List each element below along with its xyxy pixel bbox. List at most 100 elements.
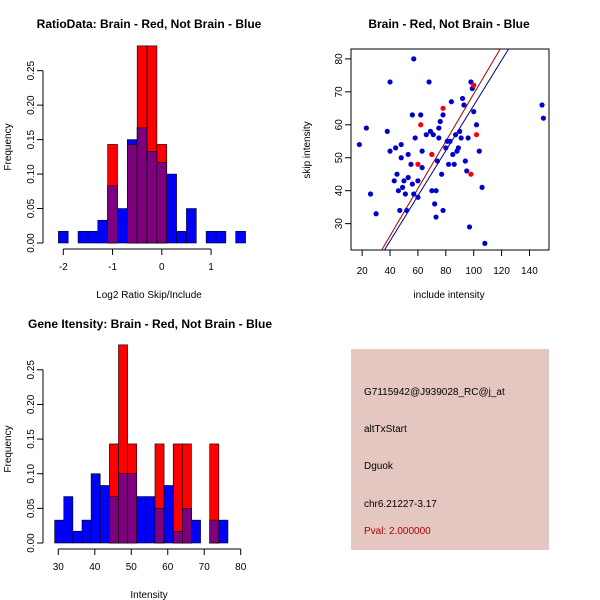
ratio-histogram: RatioData: Brain - Red, Not Brain - Blue… [3, 17, 262, 301]
scatter-point-0-56 [455, 145, 461, 151]
scatter-point-0-18 [405, 174, 411, 181]
intensity-y-tick-label-3: 0.15 [26, 429, 37, 449]
scatter-point-0-27 [415, 194, 421, 200]
p-value: Pval: 2.000000 [364, 526, 431, 537]
scatter-point-0-13 [398, 155, 404, 161]
scatter-y-tick-label-5: 80 [334, 53, 345, 65]
intensity-overlap-bar-6 [109, 496, 119, 544]
ratio-blue-bar-18 [235, 230, 246, 244]
scatter-point-0-41 [436, 135, 442, 141]
scatter-point-0-25 [412, 135, 418, 141]
scatter-title: Brain - Red, Not Brain - Blue [368, 17, 530, 31]
scatter-point-0-57 [457, 128, 463, 134]
ratio-blue-bar-11 [166, 173, 177, 244]
scatter-point-0-10 [395, 188, 402, 194]
scatter-point-0-7 [391, 178, 397, 184]
ratio-x-tick-label-3: 1 [208, 262, 214, 273]
scatter-point-1-1 [418, 122, 424, 128]
intensity-overlap-bar-7 [118, 473, 128, 544]
intensity-x-tick-label-2: 50 [126, 562, 138, 573]
intensity-overlap-bar-11 [154, 508, 165, 544]
scatter-point-0-12 [398, 141, 404, 148]
scatter-point-0-15 [401, 178, 407, 184]
scatter-point-0-4 [384, 128, 390, 134]
intensity-blue-bar-18 [218, 519, 229, 544]
ratio-y-tick-label-0: 0.00 [26, 233, 37, 253]
intensity-blue-bar-1 [63, 496, 74, 544]
probe-id: G7115942@J939028_RC@j_at [364, 387, 505, 398]
intensity-blue-bar-9 [136, 496, 147, 544]
scatter-point-1-4 [468, 171, 474, 177]
scatter-point-0-8 [393, 145, 399, 151]
scatter-point-0-46 [440, 112, 446, 118]
scatter-point-0-45 [440, 207, 446, 214]
intensity-y-tick-label-1: 0.05 [26, 498, 37, 518]
scatter-point-0-35 [429, 188, 435, 194]
intensity-histogram-xlabel: Intensity [130, 590, 167, 600]
genomic-location: chr6.21227-3.17 [364, 499, 437, 510]
intensity-y-tick-label-5: 0.25 [26, 360, 37, 380]
scatter-point-0-58 [458, 135, 464, 141]
probe-info-panel: G7115942@J939028_RC@j_at altTxStart Dguo… [351, 349, 549, 550]
scatter-point-0-52 [450, 151, 456, 158]
ratio-overlap-bar-5 [107, 185, 118, 244]
scatter-point-1-3 [440, 105, 446, 111]
ratio-blue-bar-16 [215, 230, 227, 244]
scatter-x-tick-label-3: 80 [440, 266, 452, 277]
intensity-blue-bar-4 [90, 473, 101, 544]
scatter-fit-line-0 [381, 48, 501, 251]
scatter-x-tick-label-6: 140 [521, 266, 538, 277]
scatter-point-0-67 [471, 109, 477, 115]
scatter-point-0-1 [363, 125, 369, 131]
scatter-ylabel: skip intensity [302, 121, 313, 178]
scatter-plot-box [350, 48, 550, 251]
scatter-y-tick-label-4: 70 [334, 86, 345, 98]
scatter-point-1-5 [471, 82, 477, 88]
scatter-point-0-17 [404, 207, 410, 214]
ratio-y-tick-label-1: 0.05 [26, 198, 37, 218]
intensity-x-tick-label-3: 60 [162, 562, 174, 573]
intensity-blue-bar-12 [163, 485, 174, 544]
intensity-x-tick-label-5: 80 [235, 562, 247, 573]
intensity-blue-bar-3 [81, 519, 92, 544]
intensity-overlap-bar-8 [127, 473, 138, 544]
intensity-scatter: Brain - Red, Not Brain - Blue include in… [302, 17, 550, 301]
intensity-x-tick-label-4: 70 [199, 562, 211, 573]
scatter-point-0-11 [397, 207, 403, 214]
scatter-x-tick-label-2: 60 [412, 266, 424, 277]
ratio-x-tick-label-2: 0 [159, 262, 165, 273]
scatter-point-0-32 [426, 79, 432, 85]
intensity-blue-bar-10 [145, 496, 156, 544]
gene-name: Dguok [364, 461, 393, 472]
scatter-point-0-59 [459, 95, 466, 102]
scatter-x-tick-label-1: 40 [384, 266, 396, 277]
ratio-blue-bar-3 [87, 230, 99, 244]
intensity-y-tick-label-2: 0.10 [26, 464, 37, 484]
ratio-histogram-xlabel: Log2 Ratio Skip/Include [96, 290, 202, 301]
intensity-x-tick-label-1: 40 [89, 562, 101, 573]
scatter-point-0-6 [387, 148, 393, 154]
intensity-overlap-bar-17 [209, 519, 220, 544]
scatter-point-0-72 [539, 102, 545, 108]
scatter-point-0-22 [409, 181, 415, 187]
ratio-overlap-bar-7 [127, 144, 138, 244]
ratio-overlap-bar-8 [136, 127, 148, 244]
intensity-y-tick-label-4: 0.20 [26, 394, 37, 414]
scatter-point-1-2 [429, 151, 435, 158]
scatter-point-0-50 [447, 138, 453, 144]
intensity-blue-bar-5 [99, 485, 110, 544]
ratio-x-tick-label-1: -1 [108, 262, 117, 273]
ratio-y-tick-label-5: 0.25 [26, 61, 37, 81]
scatter-point-0-19 [405, 151, 411, 158]
ratio-blue-bar-12 [176, 230, 187, 244]
scatter-y-tick-label-1: 40 [334, 185, 345, 197]
scatter-point-0-44 [439, 171, 445, 177]
scatter-point-0-71 [482, 240, 488, 247]
scatter-point-0-61 [462, 158, 468, 164]
intensity-y-tick-label-0: 0.00 [26, 533, 37, 553]
scatter-point-0-20 [408, 161, 414, 167]
scatter-point-0-5 [387, 79, 393, 85]
scatter-point-0-21 [409, 112, 415, 118]
scatter-point-0-54 [452, 132, 459, 138]
